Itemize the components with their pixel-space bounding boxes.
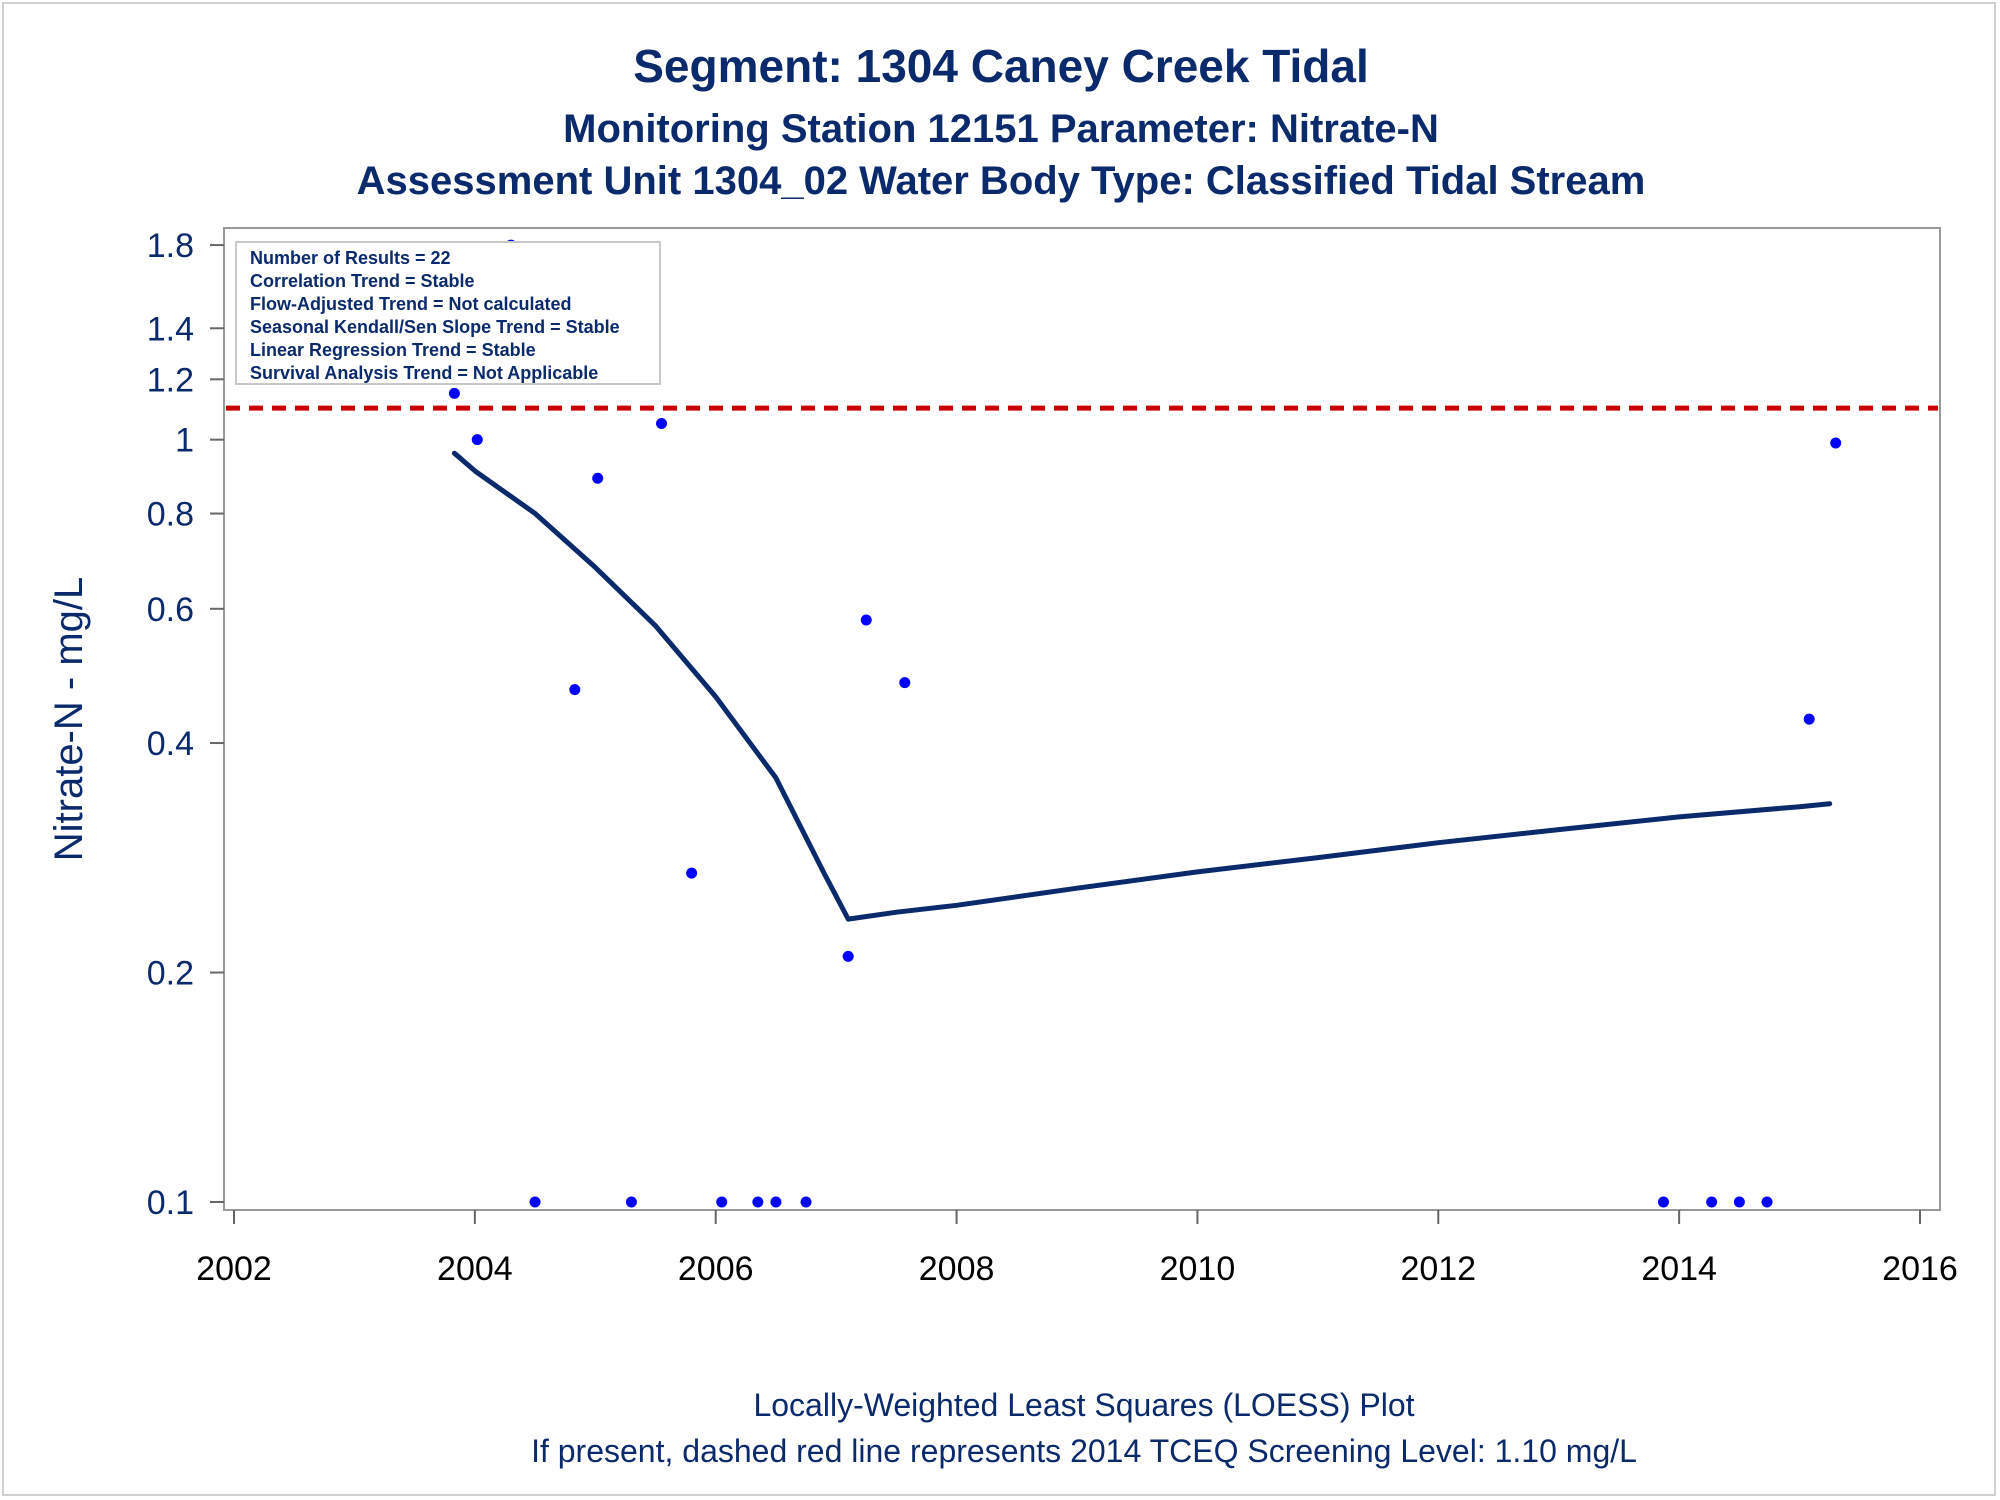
y-tick-label-5: 1: [175, 422, 194, 460]
data-point-17: [1706, 1196, 1718, 1208]
data-point-16: [1657, 1196, 1669, 1208]
data-point-21: [1830, 437, 1842, 449]
x-axis: 2002 2004 2006 2008 2010 2012 2014 2016: [196, 1210, 1958, 1288]
x-tick-label-7: 2016: [1882, 1250, 1958, 1288]
y-tick-label-7: 1.4: [147, 310, 194, 348]
x-tick-label-4: 2010: [1160, 1250, 1236, 1288]
x-tick-label-3: 2008: [919, 1250, 995, 1288]
stat-survival-analysis-trend: Survival Analysis Trend = Not Applicable: [250, 363, 598, 383]
data-point-10: [752, 1196, 764, 1208]
stat-number-of-results: Number of Results = 22: [250, 248, 451, 268]
data-point-7: [656, 418, 668, 430]
data-point-5: [592, 472, 604, 484]
loess-chart: Segment: 1304 Caney Creek Tidal Monitori…: [47, 40, 1958, 1469]
y-axis-label: Nitrate-N - mg/L: [47, 577, 91, 862]
y-tick-label-2: 0.4: [147, 725, 194, 763]
stats-box: [235, 241, 661, 385]
data-point-1: [471, 434, 483, 446]
y-tick-label-6: 1.2: [147, 361, 194, 399]
footnote-loess: Locally-Weighted Least Squares (LOESS) P…: [753, 1387, 1414, 1423]
data-point-19: [1761, 1196, 1773, 1208]
data-point-4: [569, 684, 581, 696]
chart-title: Segment: 1304 Caney Creek Tidal: [633, 40, 1368, 92]
stat-seasonal-kendall-trend: Seasonal Kendall/Sen Slope Trend = Stabl…: [250, 317, 620, 337]
data-point-20: [1803, 713, 1815, 725]
loess-curve: [451, 450, 1833, 922]
data-point-11: [770, 1196, 782, 1208]
y-tick-label-3: 0.6: [147, 591, 194, 629]
x-tick-label-6: 2014: [1641, 1250, 1717, 1288]
data-point-18: [1733, 1196, 1745, 1208]
y-tick-label-0: 0.1: [147, 1184, 194, 1222]
data-point-12: [800, 1196, 812, 1208]
loess-curve-group: [451, 450, 1833, 922]
plot-area: [223, 227, 1941, 1211]
x-tick-label-2: 2006: [678, 1250, 754, 1288]
data-point-15: [899, 677, 911, 689]
x-tick-label-5: 2012: [1400, 1250, 1476, 1288]
y-tick-label-1: 0.2: [147, 955, 194, 993]
x-tick-label-0: 2002: [196, 1250, 272, 1288]
y-tick-label-8: 1.8: [147, 227, 194, 265]
y-tick-label-4: 0.8: [147, 496, 194, 534]
footnote-screening-level: If present, dashed red line represents 2…: [531, 1433, 1637, 1469]
chart-subtitle-2: Assessment Unit 1304_02 Water Body Type:…: [357, 159, 1646, 203]
stat-correlation-trend: Correlation Trend = Stable: [250, 271, 475, 291]
data-point-13: [842, 950, 854, 962]
stat-linear-regression-trend: Linear Regression Trend = Stable: [250, 340, 536, 360]
data-point-8: [686, 867, 698, 879]
stat-flow-adjusted-trend: Flow-Adjusted Trend = Not calculated: [250, 294, 572, 314]
data-point-14: [860, 614, 872, 626]
y-axis: 0.1 0.2 0.4 0.6 0.8 1 1.2 1.4 1.8: [147, 227, 224, 1222]
data-point-6: [625, 1196, 637, 1208]
chart-subtitle: Monitoring Station 12151 Parameter: Nitr…: [563, 107, 1439, 151]
data-point-0: [448, 387, 460, 399]
data-point-9: [716, 1196, 728, 1208]
data-point-3: [529, 1196, 541, 1208]
x-tick-label-1: 2004: [437, 1250, 513, 1288]
